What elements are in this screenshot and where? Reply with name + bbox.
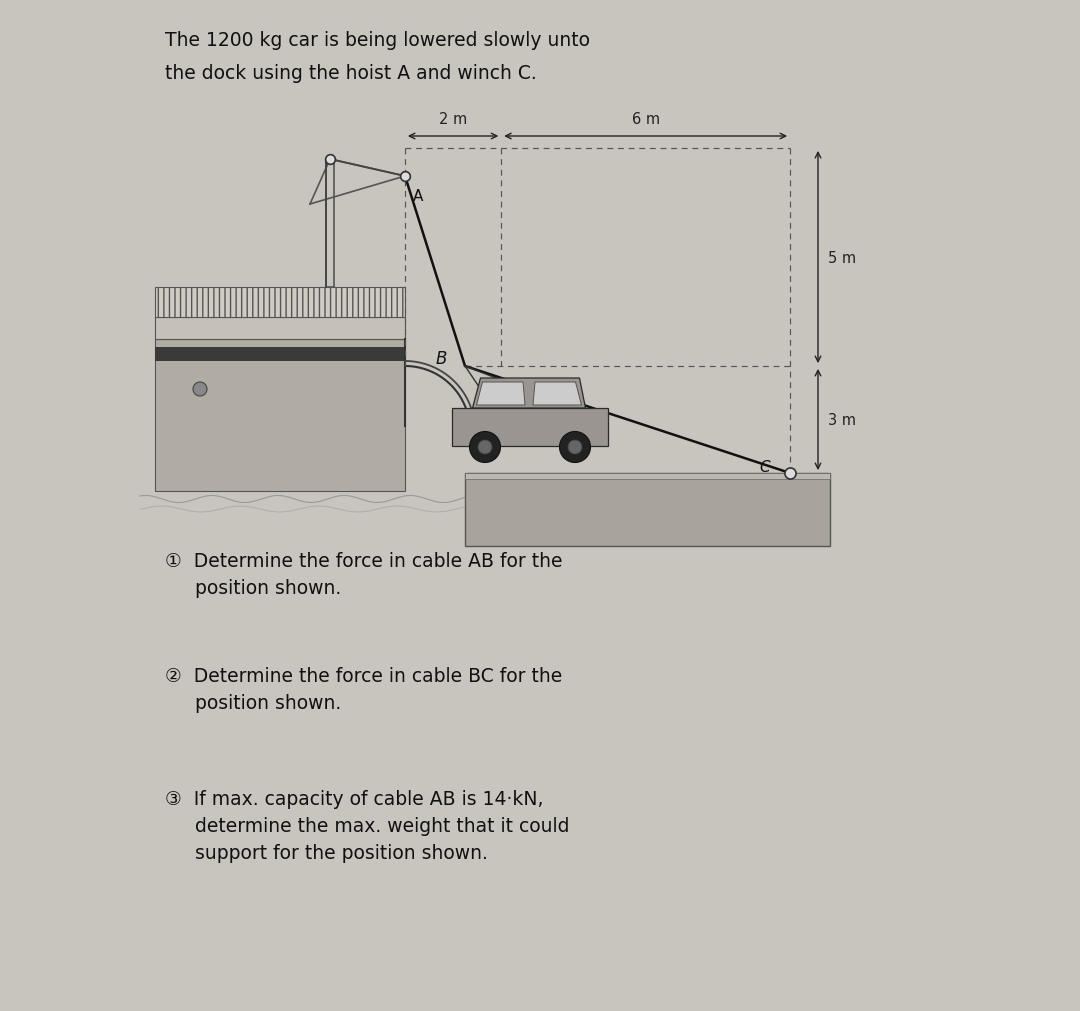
Text: the dock using the hoist A and winch C.: the dock using the hoist A and winch C. <box>165 65 537 84</box>
Text: 3 m: 3 m <box>828 412 856 428</box>
Polygon shape <box>156 340 405 491</box>
Polygon shape <box>156 288 405 317</box>
Polygon shape <box>472 379 585 408</box>
Circle shape <box>478 441 492 455</box>
Text: The 1200 kg car is being lowered slowly unto: The 1200 kg car is being lowered slowly … <box>165 30 590 50</box>
Circle shape <box>470 432 500 463</box>
Circle shape <box>559 432 591 463</box>
Polygon shape <box>465 473 831 479</box>
Text: 6 m: 6 m <box>632 112 660 126</box>
Circle shape <box>568 441 582 455</box>
Polygon shape <box>453 408 607 447</box>
Polygon shape <box>534 382 581 405</box>
Text: C: C <box>759 460 770 475</box>
Text: ③  If max. capacity of cable AB is 14·kN,
     determine the max. weight that it: ③ If max. capacity of cable AB is 14·kN,… <box>165 790 569 862</box>
Text: B: B <box>435 350 447 368</box>
Polygon shape <box>465 473 831 547</box>
Polygon shape <box>476 382 525 405</box>
Text: 5 m: 5 m <box>828 251 856 265</box>
Text: ①  Determine the force in cable AB for the
     position shown.: ① Determine the force in cable AB for th… <box>165 551 563 598</box>
Text: 2 m: 2 m <box>438 112 468 126</box>
Text: A: A <box>413 189 423 204</box>
Text: ②  Determine the force in cable BC for the
     position shown.: ② Determine the force in cable BC for th… <box>165 666 563 713</box>
Circle shape <box>193 382 207 396</box>
Polygon shape <box>156 317 405 340</box>
Polygon shape <box>156 348 405 362</box>
